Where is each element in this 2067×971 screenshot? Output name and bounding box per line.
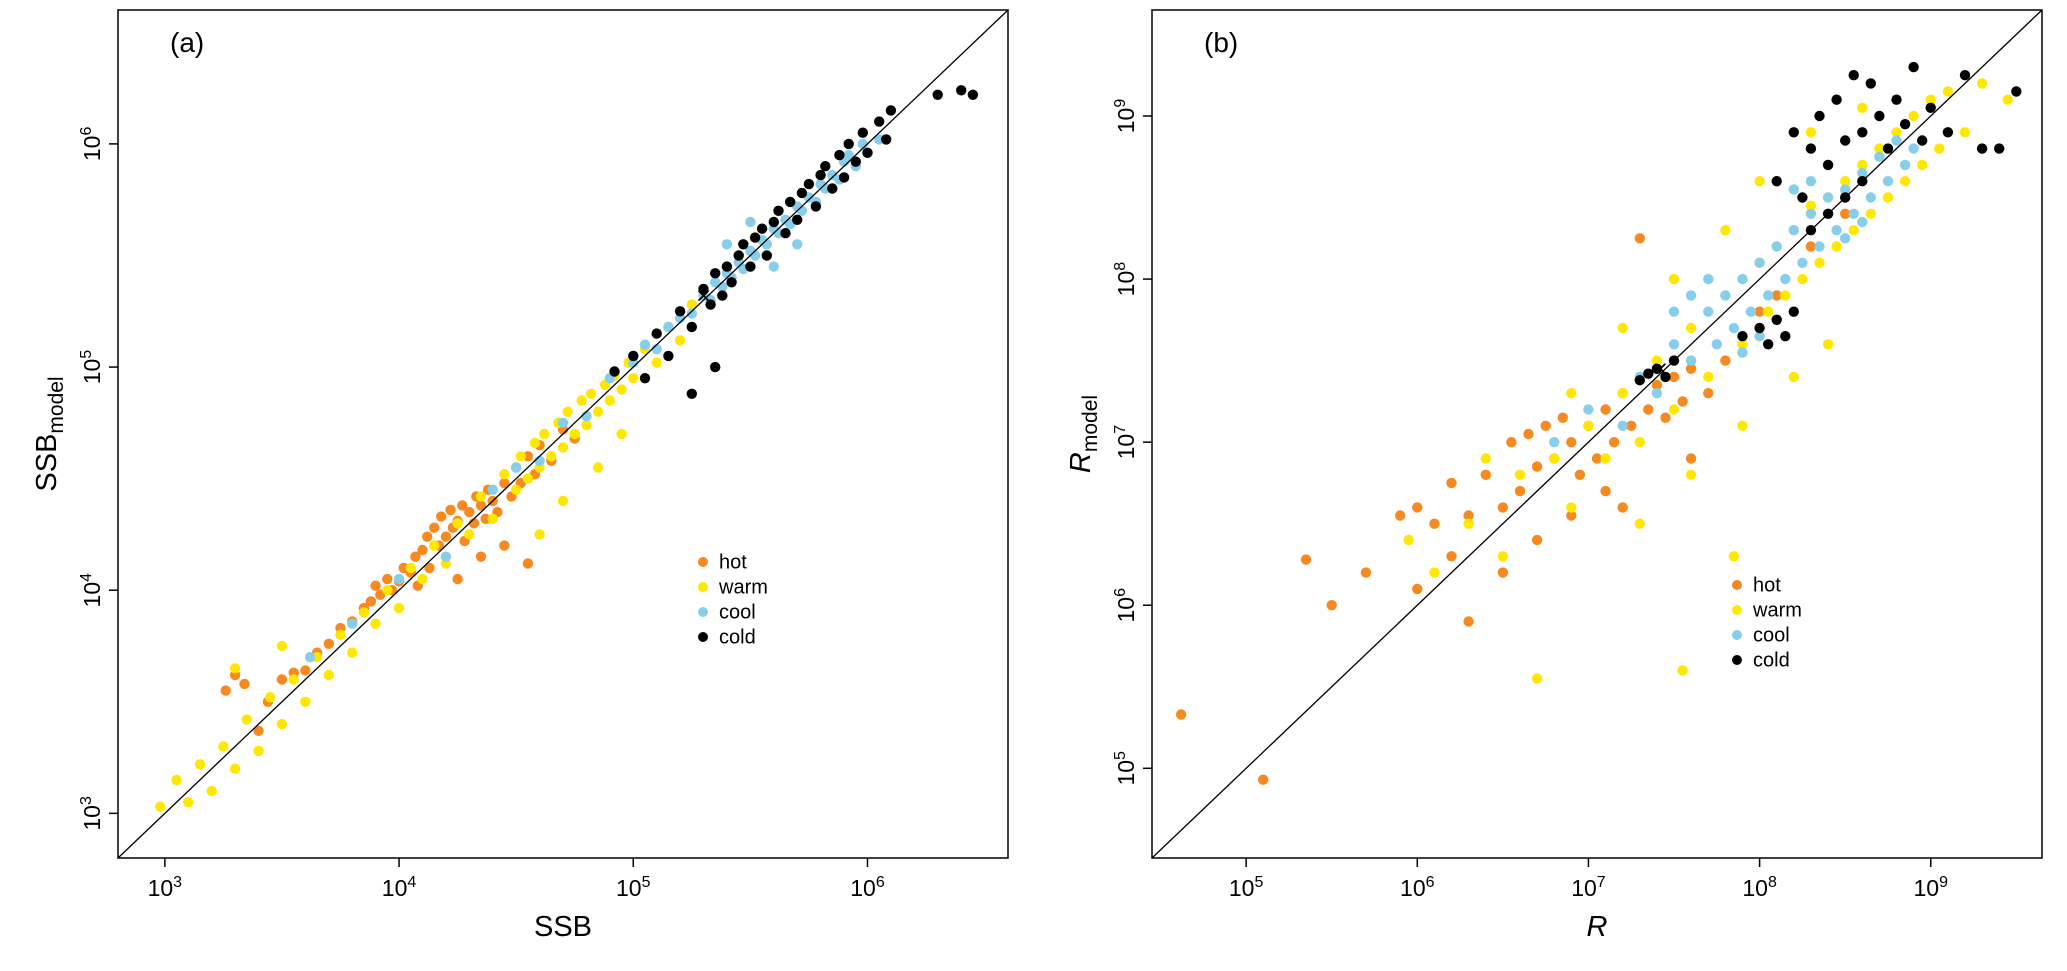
panel-letter-a: (a) xyxy=(170,27,204,58)
panel-b: 105 106 107 108 109 105 106 107 108 109 hot warm coo… xyxy=(1034,0,2067,971)
svg-text:103: 103 xyxy=(148,874,183,901)
svg-text:106: 106 xyxy=(1112,588,1139,623)
x-axis-title-a: SSB xyxy=(534,911,592,943)
svg-text:107: 107 xyxy=(1112,425,1139,460)
svg-text:106: 106 xyxy=(1400,874,1435,901)
svg-text:104: 104 xyxy=(382,874,417,901)
svg-text:108: 108 xyxy=(1112,262,1139,297)
legend-label: cold xyxy=(719,627,756,649)
identity-line-a xyxy=(117,9,1009,859)
legend-item-cold: cold xyxy=(1732,650,1790,672)
legend-label: cool xyxy=(719,602,756,624)
cross-marker-b xyxy=(1654,363,1666,375)
cold-legend-dot-icon xyxy=(698,632,708,642)
legend-item-cool: cool xyxy=(698,602,756,624)
svg-text:106: 106 xyxy=(78,127,105,162)
scatter-plot-a: 103 104 105 106 103 104 105 106 hot warm cool cold (… xyxy=(31,9,1009,943)
legend-item-warm: warm xyxy=(1732,600,1802,622)
svg-text:103: 103 xyxy=(78,796,105,831)
cross-marker-a xyxy=(697,290,710,302)
series-hot-points xyxy=(1175,208,1851,785)
x-axis-title-b: R xyxy=(1587,911,1608,943)
hot-legend-dot-icon xyxy=(698,557,708,567)
legend-label: cold xyxy=(1753,650,1790,672)
y-axis-title-b: Rmodel xyxy=(1065,395,1102,473)
x-axis-b: 105 106 107 108 109 xyxy=(1229,858,1948,901)
legend-item-hot: hot xyxy=(1732,575,1781,597)
legend-item-hot: hot xyxy=(698,552,747,574)
legend-item-cold: cold xyxy=(698,627,756,649)
svg-text:105: 105 xyxy=(78,350,105,385)
cold-legend-dot-icon xyxy=(1732,655,1742,665)
legend-item-warm: warm xyxy=(698,577,768,599)
series-warm-points xyxy=(1403,61,2013,684)
svg-text:107: 107 xyxy=(1571,874,1606,901)
y-axis-b: 105 106 107 108 109 xyxy=(1112,99,1152,786)
cool-legend-dot-icon xyxy=(1732,630,1742,640)
legend-label: warm xyxy=(1752,600,1802,622)
plot-frame-a xyxy=(117,9,1009,859)
identity-line-b xyxy=(1151,9,2043,859)
series-cool-points xyxy=(1549,135,1919,448)
cool-legend-dot-icon xyxy=(698,607,708,617)
scatter-plot-b: 105 106 107 108 109 105 106 107 108 109 hot warm coo… xyxy=(1065,9,2043,943)
svg-text:105: 105 xyxy=(1229,874,1264,901)
panel-a: 103 104 105 106 103 104 105 106 hot warm cool cold (… xyxy=(0,0,1033,971)
legend-label: hot xyxy=(719,552,747,574)
panel-letter-b: (b) xyxy=(1204,27,1238,58)
legend-b: hot warm cool cold xyxy=(1732,575,1802,672)
svg-text:109: 109 xyxy=(1914,874,1949,901)
svg-text:105: 105 xyxy=(1112,751,1139,786)
legend-label: hot xyxy=(1753,575,1781,597)
warm-legend-dot-icon xyxy=(1732,605,1742,615)
y-axis-a: 103 104 105 106 xyxy=(78,127,118,831)
svg-text:109: 109 xyxy=(1112,99,1139,134)
svg-text:106: 106 xyxy=(850,874,885,901)
series-warm-points xyxy=(155,299,697,812)
hot-legend-dot-icon xyxy=(1732,580,1742,590)
series-cool-points xyxy=(304,134,885,663)
legend-item-cool: cool xyxy=(1732,625,1790,647)
legend-label: warm xyxy=(718,577,768,599)
legend-label: cool xyxy=(1753,625,1790,647)
legend-a: hot warm cool cold xyxy=(698,552,768,649)
y-axis-title-a: SSBmodel xyxy=(31,376,68,491)
svg-text:105: 105 xyxy=(616,874,651,901)
svg-text:104: 104 xyxy=(78,573,105,608)
series-cold-points xyxy=(609,85,979,399)
x-axis-a: 103 104 105 106 xyxy=(148,858,885,901)
warm-legend-dot-icon xyxy=(698,582,708,592)
series-cold-points xyxy=(1634,61,2022,386)
svg-text:108: 108 xyxy=(1742,874,1777,901)
plot-frame-b xyxy=(1151,9,2043,859)
